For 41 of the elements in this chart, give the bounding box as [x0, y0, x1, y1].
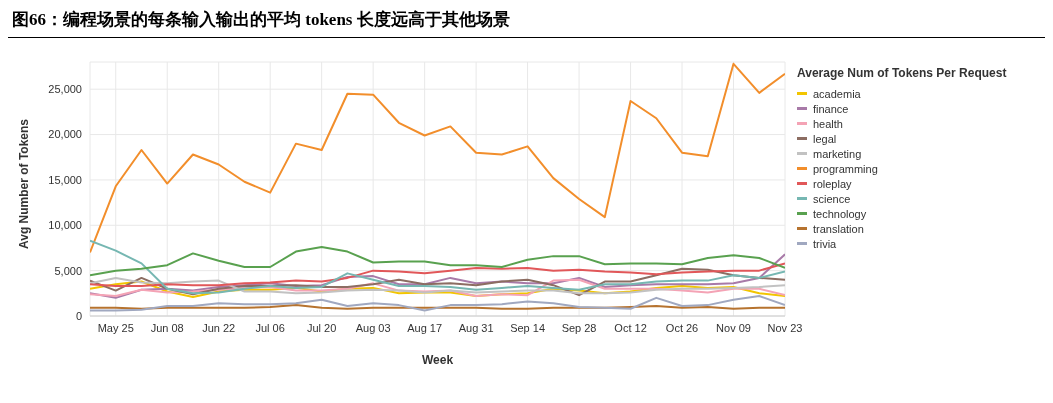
legend-label: legal — [813, 132, 837, 145]
x-axis-title: Week — [421, 353, 454, 367]
x-tick-label: Jun 22 — [202, 321, 236, 334]
x-tick-label: Nov 23 — [767, 321, 803, 334]
legend-label: science — [813, 192, 851, 205]
y-tick-label: 25,000 — [48, 83, 82, 96]
legend-title: Average Num of Tokens Per Request — [797, 66, 1008, 80]
legend-label: technology — [813, 207, 867, 220]
line-series — [90, 239, 785, 295]
line-series — [90, 267, 785, 297]
legend-label: programming — [813, 162, 878, 175]
y-tick-label: 10,000 — [48, 219, 82, 232]
legend-label: health — [813, 117, 843, 130]
x-tick-label: Oct 12 — [614, 321, 647, 334]
legend-label: trivia — [813, 237, 837, 250]
line-series — [90, 246, 785, 277]
legend-label: marketing — [813, 147, 862, 160]
x-tick-label: May 25 — [97, 321, 134, 334]
legend-label: academia — [813, 87, 861, 100]
y-tick-label: 15,000 — [48, 173, 82, 186]
line-series — [90, 295, 785, 312]
line-series — [90, 253, 785, 299]
legend-label: finance — [813, 102, 849, 115]
y-tick-label: 5,000 — [54, 264, 82, 277]
x-tick-label: Jul 20 — [306, 321, 337, 334]
y-tick-label: 0 — [75, 309, 82, 322]
x-tick-label: Nov 09 — [716, 321, 751, 334]
x-tick-label: Aug 17 — [407, 321, 443, 334]
chart-title: 图66：编程场景的每条输入输出的平均 tokens 长度远高于其他场景 — [8, 8, 1045, 38]
x-tick-label: Jun 08 — [150, 321, 184, 334]
x-tick-label: Aug 31 — [458, 321, 494, 334]
x-tick-label: Aug 03 — [355, 321, 391, 334]
legend-label: translation — [813, 222, 864, 235]
y-axis-title: Avg Number of Tokens — [17, 118, 32, 249]
y-tick-label: 20,000 — [48, 128, 82, 141]
x-tick-label: Sep 14 — [510, 321, 546, 334]
x-tick-label: Oct 26 — [665, 321, 699, 334]
x-tick-label: Jul 06 — [255, 321, 285, 334]
line-series — [90, 262, 785, 288]
x-tick-label: Sep 28 — [561, 321, 597, 334]
legend-label: roleplay — [813, 177, 852, 190]
